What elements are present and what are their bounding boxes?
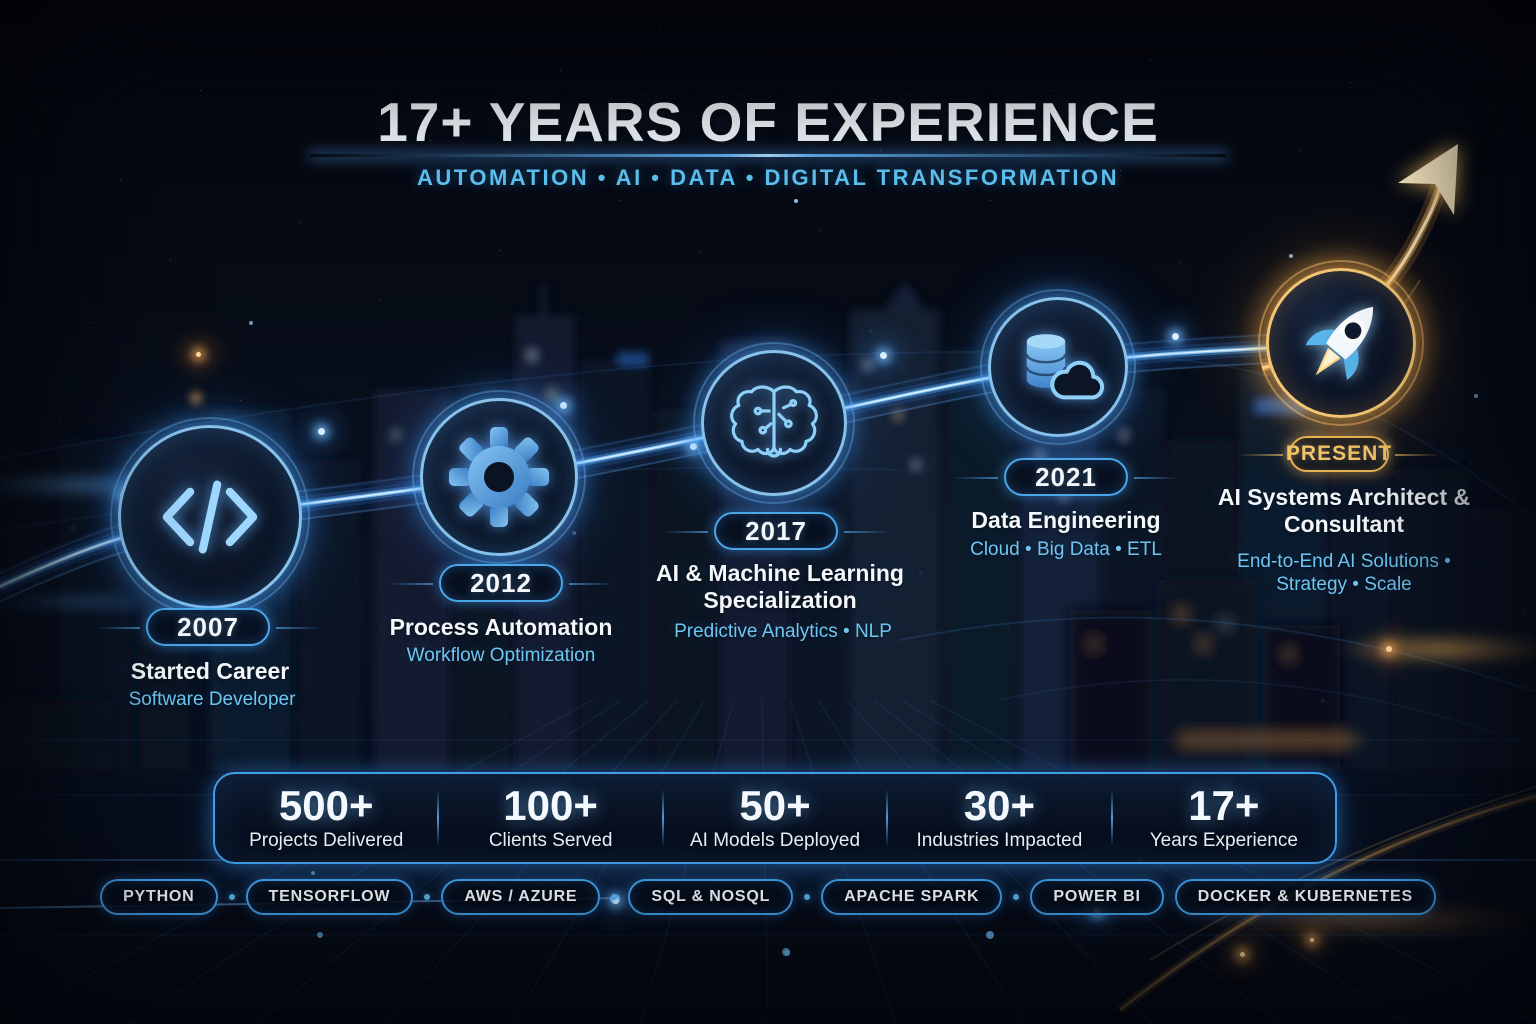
year-badge-2012: 2012 bbox=[387, 564, 615, 602]
database-cloud-icon bbox=[1025, 334, 1105, 400]
milestone-title: AI & Machine Learning Specialization bbox=[656, 560, 904, 613]
year-badge-2017: 2017 bbox=[662, 512, 890, 550]
stat-years: 17+ Years Experience bbox=[1113, 784, 1335, 852]
stat-divider bbox=[437, 789, 440, 847]
stat-divider bbox=[661, 789, 664, 847]
milestone-subtitle: End-to-End AI Solutions • Strategy • Sca… bbox=[1237, 551, 1451, 595]
stat-divider bbox=[886, 789, 889, 847]
present-badge: PRESENT bbox=[1237, 436, 1441, 472]
spark-dot bbox=[318, 428, 325, 435]
stat-divider bbox=[1110, 789, 1113, 847]
light-flare bbox=[0, 592, 180, 612]
gear-icon bbox=[449, 427, 549, 527]
stat-label: Years Experience bbox=[1149, 830, 1298, 851]
tech-badges-row: PYTHON TENSORFLOW AWS / AZURE SQL & NOSQ… bbox=[0, 879, 1536, 915]
stat-value: 50+ bbox=[739, 782, 811, 829]
code-icon bbox=[162, 480, 258, 554]
timeline-node bbox=[1258, 260, 1424, 426]
timeline-node bbox=[412, 390, 586, 564]
stat-label: AI Models Deployed bbox=[689, 830, 861, 851]
badge-separator-dot bbox=[611, 894, 618, 900]
spark-dot bbox=[1172, 333, 1179, 340]
rocket-icon bbox=[1305, 306, 1374, 380]
milestone-subtitle: Software Developer bbox=[128, 689, 296, 710]
stat-industries: 30+ Industries Impacted bbox=[888, 784, 1110, 852]
year-badge-2007: 2007 bbox=[94, 608, 322, 646]
timeline-node bbox=[110, 417, 310, 617]
stat-label: Projects Delivered bbox=[249, 830, 404, 851]
page-subtitle: AUTOMATION • AI • DATA • DIGITAL TRANSFO… bbox=[417, 165, 1119, 190]
stat-value: 17+ bbox=[1188, 782, 1260, 829]
timeline-node bbox=[693, 342, 855, 504]
stat-clients: 100+ Clients Served bbox=[439, 784, 661, 852]
tech-badge-apache-spark: APACHE SPARK bbox=[821, 879, 1003, 915]
tech-badge-sql-nosql: SQL & NOSQL bbox=[628, 879, 794, 915]
stats-panel: 500+ Projects Delivered 100+ Clients Ser… bbox=[213, 772, 1337, 864]
milestone-subtitle: Predictive Analytics • NLP bbox=[674, 621, 892, 642]
gold-flare bbox=[1330, 632, 1536, 666]
milestone-title: Data Engineering bbox=[971, 507, 1161, 533]
stat-label: Industries Impacted bbox=[916, 830, 1083, 851]
stat-value: 30+ bbox=[963, 782, 1036, 829]
spark-dot bbox=[560, 402, 567, 409]
tech-badge-python: PYTHON bbox=[100, 879, 218, 915]
tech-badge-docker-kubernetes: DOCKER & KUBERNETES bbox=[1174, 879, 1436, 915]
stat-models: 50+ AI Models Deployed bbox=[664, 784, 886, 852]
badge-separator-dot bbox=[1013, 894, 1020, 900]
spark-dot bbox=[880, 352, 887, 359]
stat-projects: 500+ Projects Delivered bbox=[215, 784, 437, 852]
tech-badge-power-bi: POWER BI bbox=[1030, 879, 1164, 915]
amber-spark-dot bbox=[1310, 938, 1314, 942]
milestone-subtitle: Workflow Optimization bbox=[406, 645, 596, 666]
tech-badge-tensorflow: TENSORFLOW bbox=[245, 879, 414, 915]
brain-icon bbox=[730, 385, 818, 458]
milestone-title: AI Systems Architect & Consultant bbox=[1217, 484, 1471, 537]
spark-dot bbox=[690, 443, 697, 450]
amber-spark-dot bbox=[196, 352, 201, 357]
milestone-title: Started Career bbox=[130, 658, 290, 684]
year-badge-2021: 2021 bbox=[952, 458, 1180, 496]
amber-spark-dot bbox=[1386, 646, 1392, 652]
title-divider-flare bbox=[310, 154, 1226, 157]
badge-separator-dot bbox=[228, 894, 235, 900]
amber-spark-dot bbox=[1240, 952, 1245, 957]
stat-value: 500+ bbox=[278, 782, 374, 829]
milestone-subtitle: Cloud • Big Data • ETL bbox=[970, 539, 1162, 560]
stat-value: 100+ bbox=[503, 782, 598, 829]
spark-dot bbox=[613, 898, 619, 904]
stat-label: Clients Served bbox=[488, 830, 613, 851]
page-title: 17+ YEARS OF EXPERIENCE bbox=[377, 91, 1159, 153]
milestone-title: Process Automation bbox=[389, 614, 613, 640]
tech-badge-aws-azure: AWS / AZURE bbox=[441, 879, 601, 915]
badge-separator-dot bbox=[804, 894, 811, 900]
timeline-node bbox=[980, 289, 1136, 445]
badge-separator-dot bbox=[424, 894, 431, 900]
